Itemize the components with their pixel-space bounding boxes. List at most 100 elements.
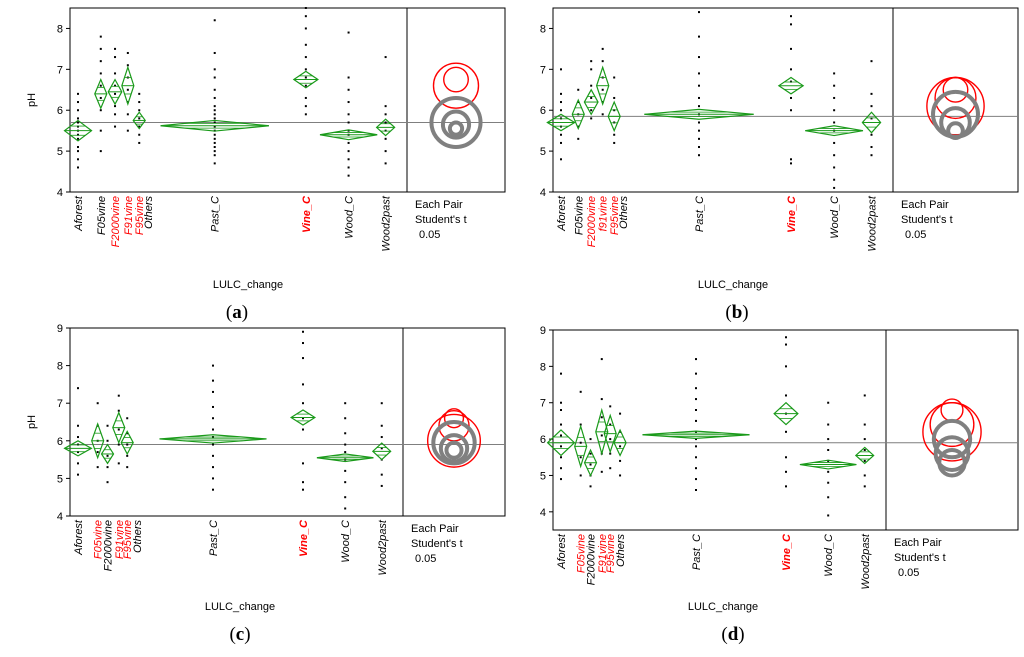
category-label: Aforest: [556, 533, 568, 570]
data-point: [698, 11, 700, 14]
data-point: [213, 150, 216, 153]
data-point: [863, 394, 866, 397]
data-point: [384, 162, 387, 165]
data-point: [212, 477, 214, 480]
data-point: [77, 133, 79, 136]
data-point: [347, 121, 350, 124]
y-tick-label: 8: [57, 23, 63, 35]
data-point: [77, 166, 79, 169]
data-point: [213, 51, 216, 54]
data-point: [213, 125, 216, 128]
category-label: Past_C: [208, 520, 220, 556]
data-point: [560, 101, 562, 104]
y-tick-label: 8: [540, 23, 546, 35]
data-point: [601, 113, 604, 116]
plot-frame: [552, 329, 887, 531]
data-point: [77, 462, 79, 465]
test-label: Student's t: [411, 538, 463, 550]
data-point: [863, 438, 866, 441]
y-tick-label: 6: [57, 436, 63, 448]
data-point: [213, 19, 216, 22]
y-tick-label: 8: [540, 361, 546, 373]
data-point: [77, 387, 79, 390]
data-point: [304, 7, 307, 9]
data-point: [560, 109, 562, 112]
comparison-circle: [942, 76, 969, 103]
data-point: [347, 129, 350, 132]
data-point: [698, 137, 700, 140]
data-point: [609, 438, 612, 441]
data-point: [827, 459, 830, 462]
comparison-circle: [443, 408, 465, 429]
data-point: [138, 109, 141, 112]
category-label: Wood_C: [340, 520, 352, 563]
data-point: [785, 336, 787, 339]
data-point: [589, 452, 592, 455]
data-point: [560, 68, 562, 71]
data-point: [77, 158, 79, 161]
category-label: Wood2past: [867, 195, 879, 252]
y-tick-label: 7: [540, 398, 546, 410]
data-point: [577, 137, 580, 140]
category-label: Others: [132, 520, 144, 554]
category-label: F05vine: [576, 534, 588, 573]
data-point: [347, 101, 350, 104]
comparison-circle: [429, 95, 483, 150]
data-point: [77, 121, 79, 124]
data-point: [126, 113, 129, 116]
test-label: 0.05: [415, 553, 436, 565]
data-point: [99, 47, 102, 50]
y-tick-label: 6: [57, 105, 63, 117]
category-label: Past_C: [694, 196, 706, 232]
data-point: [213, 105, 216, 108]
data-point: [347, 76, 350, 79]
data-point: [138, 101, 141, 104]
data-point: [302, 330, 304, 333]
data-point: [77, 424, 79, 427]
x-axis-label: LULC_change: [688, 601, 758, 613]
data-point: [126, 64, 129, 67]
data-point: [833, 178, 836, 181]
data-point: [590, 117, 593, 120]
data-point: [106, 466, 109, 469]
data-point: [347, 150, 350, 153]
comparison-circle: [931, 418, 973, 460]
data-point: [126, 432, 129, 435]
y-tick-label: 4: [540, 507, 546, 519]
data-point: [695, 478, 697, 481]
data-point: [600, 434, 603, 437]
panel-label: (d): [721, 624, 744, 645]
data-point: [827, 514, 830, 517]
test-label: Each Pair: [415, 199, 463, 211]
data-point: [213, 162, 216, 165]
y-tick-label: 5: [57, 473, 63, 485]
data-point: [213, 88, 216, 91]
data-point: [138, 141, 141, 144]
data-point: [863, 449, 866, 451]
data-point: [117, 394, 120, 397]
data-point: [790, 109, 792, 112]
data-point: [212, 379, 214, 382]
data-point: [344, 481, 347, 484]
data-point: [213, 133, 216, 136]
data-point: [302, 342, 304, 345]
data-point: [785, 365, 787, 368]
data-point: [579, 474, 582, 477]
x-axis-label: LULC_change: [205, 601, 275, 613]
data-point: [126, 88, 129, 91]
data-point: [870, 146, 873, 149]
data-point: [827, 481, 830, 484]
data-point: [114, 92, 117, 95]
data-point: [114, 125, 117, 128]
data-point: [213, 137, 216, 140]
data-point: [138, 117, 141, 120]
data-point: [695, 430, 697, 433]
data-point: [698, 96, 700, 99]
data-point: [560, 92, 562, 95]
data-point: [790, 23, 792, 26]
data-point: [304, 76, 307, 79]
data-point: [126, 466, 129, 469]
data-point: [833, 84, 836, 87]
y-tick-label: 5: [540, 146, 546, 158]
data-point: [114, 84, 117, 87]
